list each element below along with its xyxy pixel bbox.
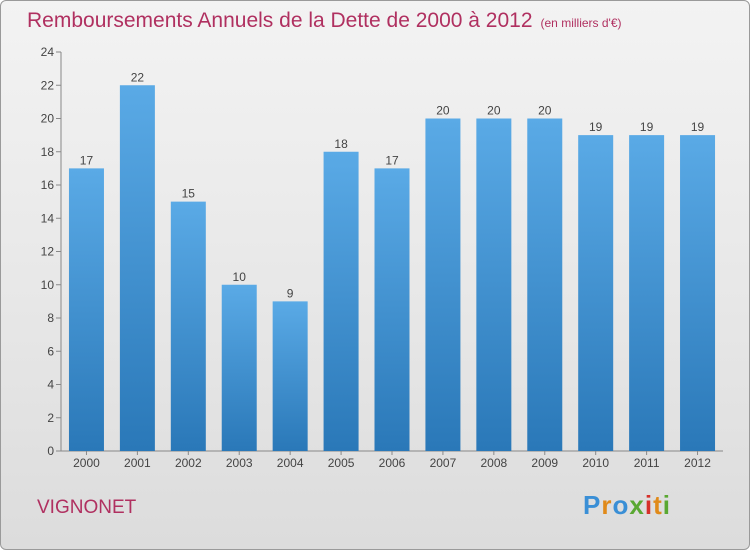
y-tick-label: 2 [47,411,54,425]
y-tick-label: 12 [41,245,55,259]
bar [374,168,410,451]
bar-value-label: 19 [691,120,705,134]
x-tick-label: 2012 [684,456,711,470]
bar-value-label: 17 [80,153,94,167]
logo-letter: P [583,490,602,520]
bar [272,301,308,451]
bar [527,118,563,451]
bar [578,135,614,451]
bar [170,201,206,451]
bar-value-label: 19 [640,120,654,134]
town-name: VIGNONET [37,497,137,518]
logo-letter: x [629,490,645,520]
bar [323,151,359,451]
bar [425,118,461,451]
y-tick-label: 0 [47,444,54,458]
x-tick-label: 2009 [531,456,558,470]
x-tick-label: 2011 [634,456,660,470]
bar-value-label: 18 [334,137,348,151]
y-tick-label: 4 [47,378,54,392]
chart-title: Remboursements Annuels de la Dette de 20… [27,9,622,33]
y-tick-label: 22 [41,78,55,92]
x-tick-label: 2000 [73,456,100,470]
bar [476,118,512,451]
logo-letter: i [662,490,671,520]
bar-value-label: 20 [436,104,450,118]
x-tick-label: 2003 [226,456,253,470]
bar [68,168,104,451]
bar-value-label: 10 [233,270,247,284]
y-tick-label: 24 [41,45,55,59]
x-tick-label: 2006 [379,456,406,470]
y-tick-label: 8 [47,311,54,325]
bar [680,135,716,451]
y-tick-label: 14 [41,211,55,225]
y-tick-label: 10 [41,278,55,292]
chart-title-text: Remboursements Annuels de la Dette de 20… [27,9,533,32]
bar [119,85,155,451]
bar-value-label: 9 [287,286,294,300]
x-tick-label: 2008 [480,456,507,470]
bar-value-label: 20 [538,104,552,118]
x-tick-label: 2002 [175,456,202,470]
logo-letter: i [644,490,654,520]
y-tick-label: 16 [41,178,55,192]
logo-letter: t [653,490,663,520]
bar-value-label: 20 [487,104,501,118]
bar-value-label: 19 [589,120,603,134]
bar-value-label: 22 [131,70,145,84]
labels-group: 17 2000 22 2001 15 2002 10 2003 9 2004 18 2005 17 200… [73,70,711,470]
x-tick-label: 2007 [430,456,457,470]
unit-note: (en milliers d'€) [540,16,622,30]
x-tick-label: 2010 [582,456,609,470]
logo-letter: r [601,490,613,520]
x-tick-label: 2004 [277,456,304,470]
y-tick-label: 18 [41,145,55,159]
bars-group [68,85,716,451]
bar [221,284,257,451]
proxiti-logo: Proxiti [583,490,671,521]
bar-value-label: 15 [182,187,196,201]
y-tick-label: 20 [41,112,55,126]
bar-value-label: 17 [385,153,399,167]
y-tick-label: 6 [47,344,54,358]
bar [629,135,665,451]
logo-letter: o [612,490,630,520]
x-tick-label: 2001 [124,456,151,470]
x-tick-label: 2005 [328,456,355,470]
